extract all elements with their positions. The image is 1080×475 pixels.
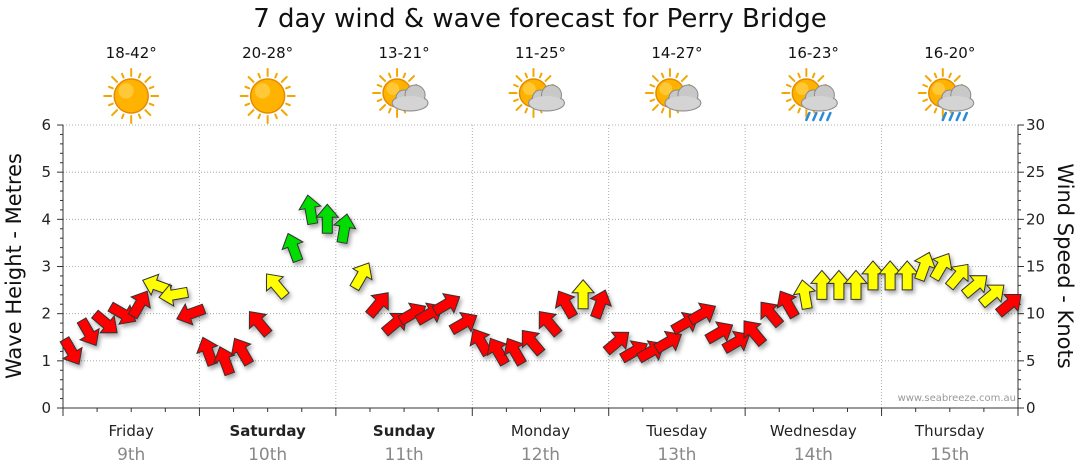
wind-arrow: [349, 262, 373, 292]
wind-arrow: [521, 329, 546, 357]
y-tick-label-left: 0: [41, 399, 51, 417]
sun-icon: [239, 68, 296, 124]
wind-arrow: [878, 260, 903, 291]
wind-arrow: [760, 301, 785, 329]
y-tick-label-left: 4: [41, 210, 51, 228]
date-label: 13th: [657, 445, 696, 465]
y-tick-label-left: 5: [41, 163, 51, 181]
sun-rain-icon: [781, 68, 838, 122]
wind-arrow: [602, 331, 630, 356]
sun-cloud-icon: [372, 68, 429, 118]
wind-arrow: [315, 203, 340, 234]
wind-arrow: [571, 279, 596, 310]
day-label: Sunday: [373, 422, 436, 440]
weather-row: 18-42° 20-28° 13-21° 11-25° 14-27° 16-23° 16-2…: [103, 44, 975, 124]
y-tick-label-right: 0: [1026, 399, 1036, 417]
wind-arrow: [158, 283, 190, 307]
wind-arrow: [994, 293, 1022, 318]
date-label: 14th: [794, 445, 833, 465]
wind-arrow: [230, 337, 255, 367]
chart-title: 7 day wind & wave forecast for Perry Bri…: [253, 4, 827, 34]
credit-text: www.seabreeze.com.au: [898, 393, 1016, 404]
wind-arrow: [929, 252, 953, 282]
sun-cloud-icon: [644, 68, 702, 118]
wind-arrow: [960, 275, 988, 299]
y-tick-label-right: 25: [1026, 163, 1045, 181]
wind-arrow: [792, 279, 817, 311]
date-label: 12th: [521, 445, 560, 465]
wind-arrow: [809, 269, 834, 300]
temperature-range: 13-21°: [379, 44, 430, 62]
sun-icon: [103, 68, 160, 124]
wind-arrow: [265, 273, 290, 301]
temperature-range: 18-42°: [106, 44, 157, 62]
wind-arrow: [538, 311, 563, 338]
wind-arrow: [503, 337, 527, 367]
wind-arrow: [213, 345, 236, 377]
day-label: Friday: [108, 422, 154, 440]
y-tick-label-right: 5: [1026, 352, 1036, 370]
temperature-range: 20-28°: [242, 44, 293, 62]
wind-arrow: [248, 311, 273, 338]
day-label: Thursday: [914, 422, 985, 440]
wind-arrow: [826, 269, 851, 300]
wind-arrow: [127, 290, 151, 320]
wind-arrow: [977, 284, 1005, 309]
temperature-range: 14-27°: [651, 44, 702, 62]
sun-cloud-icon: [508, 68, 565, 118]
wind-arrow: [704, 321, 734, 345]
wind-arrow: [281, 232, 305, 264]
wind-arrow: [687, 302, 717, 326]
wind-arrow: [59, 336, 83, 366]
wind-arrow: [332, 213, 357, 245]
day-label: Monday: [511, 422, 570, 440]
date-label: 9th: [117, 445, 145, 465]
wind-arrow: [721, 330, 751, 355]
y-tick-label-left: 6: [41, 116, 51, 134]
wind-arrow: [431, 292, 461, 317]
wind-arrow: [589, 289, 613, 320]
wind-arrow: [653, 330, 683, 355]
wind-arrow: [486, 337, 510, 367]
day-labels: Friday 9th Saturday 10th Sunday 11th Monday 12t…: [108, 422, 984, 465]
day-label: Wednesday: [770, 422, 857, 440]
y-tick-label-right: 20: [1026, 210, 1045, 228]
tick-labels: 0 1 2 3 4 5 6 0 5 10 15 20 25 30: [41, 116, 1045, 417]
wind-arrow: [90, 309, 118, 334]
wind-arrow: [860, 260, 886, 291]
axes: [57, 124, 1024, 416]
temperature-range: 16-20°: [924, 44, 975, 62]
date-label: 11th: [385, 445, 424, 465]
wind-arrow: [895, 260, 920, 291]
wind-arrow: [76, 317, 100, 347]
y-tick-label-right: 15: [1026, 258, 1045, 276]
date-label: 10th: [248, 445, 287, 465]
wind-arrow: [176, 302, 207, 326]
wind-arrow: [107, 301, 137, 325]
wind-arrow: [743, 320, 768, 348]
y-tick-label-left: 1: [41, 352, 51, 370]
wind-arrow: [843, 269, 869, 300]
wind-arrows: [59, 194, 1022, 377]
y-tick-label-right: 30: [1026, 116, 1045, 134]
day-label: Tuesday: [645, 422, 707, 440]
wind-arrow: [554, 290, 579, 320]
wind-arrow: [776, 290, 800, 320]
wind-arrow: [298, 194, 322, 226]
y-tick-label-left: 2: [41, 305, 51, 323]
wind-arrow: [364, 292, 389, 319]
day-label: Saturday: [229, 422, 306, 440]
wind-arrow: [448, 311, 478, 336]
y-tick-label-left: 3: [41, 258, 51, 276]
y-axis-title-right: Wind Speed - Knots: [1053, 163, 1077, 368]
wind-arrow: [913, 251, 937, 283]
temperature-range: 16-23°: [788, 44, 839, 62]
y-axis-title-left: Wave Height - Metres: [2, 153, 26, 379]
date-label: 15th: [930, 445, 969, 465]
sun-rain-icon: [917, 68, 975, 122]
wind-arrow: [944, 263, 969, 291]
y-tick-label-right: 10: [1026, 305, 1045, 323]
temperature-range: 11-25°: [515, 44, 566, 62]
